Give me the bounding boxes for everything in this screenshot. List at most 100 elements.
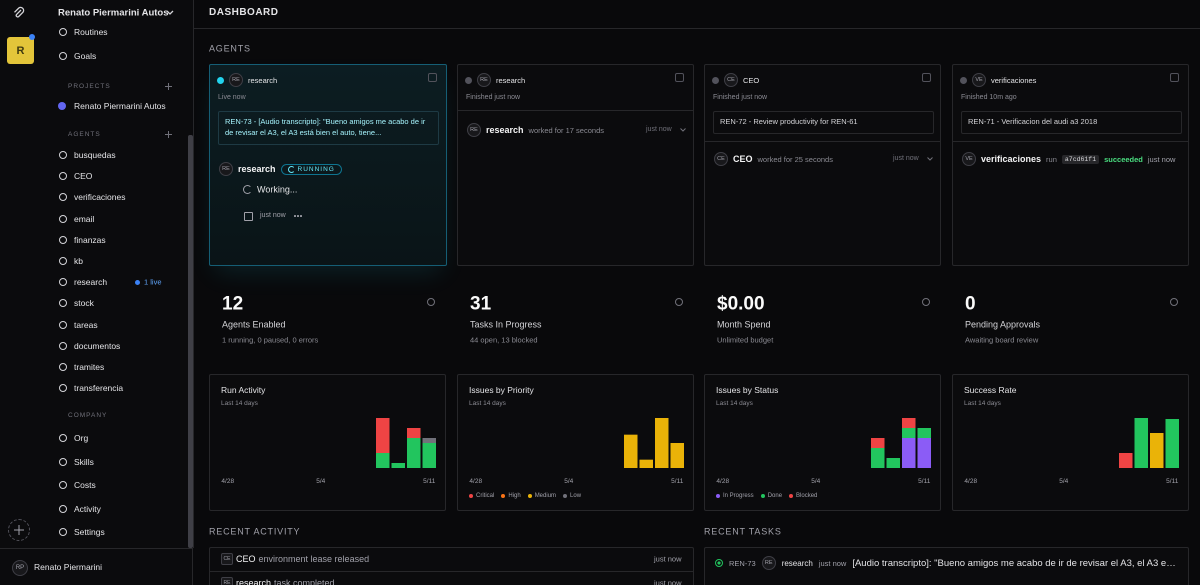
nav-item[interactable]: busquedas [74, 149, 116, 160]
open-link-icon[interactable] [922, 73, 931, 82]
bar [902, 418, 916, 428]
user-avatar[interactable]: RP [12, 560, 28, 576]
page-title: DASHBOARD [209, 7, 279, 18]
expand-icon[interactable] [680, 128, 686, 132]
agent-avatar: RE [229, 73, 243, 87]
attachment-icon[interactable] [12, 6, 26, 20]
run-row: VE verificaciones run a7cd61f1 succeeded just… [962, 152, 1175, 166]
user-bar [0, 548, 193, 585]
nav-item[interactable]: Settings [74, 526, 105, 537]
plus-icon [14, 525, 24, 535]
icon [59, 504, 67, 513]
icon [59, 214, 67, 223]
task-row[interactable]: REN-73 RE research just now [Audio transcrip… [715, 556, 1177, 570]
bar [655, 418, 669, 468]
run-time: just now [260, 211, 286, 219]
nav-item[interactable]: Skills [74, 456, 94, 467]
nav-item[interactable]: finanzas [74, 234, 106, 245]
open-link-icon[interactable] [1170, 73, 1179, 82]
agent-card[interactable]: RE research Live now REN-73 - [Audio transc… [209, 64, 447, 266]
add-button[interactable] [165, 83, 172, 90]
bar [1134, 418, 1148, 468]
icon [59, 434, 67, 442]
legend-item: High [501, 493, 521, 499]
task-status-icon [715, 559, 723, 567]
run-avatar: RE [219, 162, 233, 176]
section-heading: RECENT TASKS [704, 526, 782, 537]
bar [391, 463, 405, 468]
icon [59, 235, 67, 244]
nav-item[interactable]: tareas [74, 319, 98, 330]
activity-avatar: RE [221, 577, 233, 585]
nav-item[interactable]: verificaciones [74, 192, 126, 203]
agent-card[interactable]: CE CEO Finished just now REN-72 - Review pr… [704, 64, 941, 266]
bar [407, 428, 421, 438]
stat-value: $0.00 [717, 293, 765, 315]
activity-actor: CEO [236, 554, 256, 564]
run-avatar: VE [962, 152, 976, 166]
run-avatar: RE [467, 123, 481, 137]
icon-rail [0, 0, 43, 548]
nav-item[interactable]: Routines [74, 26, 108, 37]
agent-header: RE research [477, 73, 525, 87]
scrollbar [188, 135, 193, 548]
copy-icon[interactable] [244, 212, 253, 221]
task-box[interactable]: REN-72 - Review productivity for REN-61 [713, 111, 934, 134]
agent-status: Finished just now [466, 93, 521, 101]
nav-item[interactable]: documentos [74, 340, 121, 351]
nav-item[interactable]: research [74, 277, 108, 288]
expand-icon[interactable] [927, 157, 933, 161]
x-tick-label: 5/4 [811, 478, 820, 485]
open-link-icon[interactable] [675, 73, 684, 82]
activity-row[interactable]: CE CEO environment lease released [221, 553, 369, 565]
add-workspace-button[interactable] [8, 519, 30, 541]
user-name: Renato Piermarini [34, 561, 103, 572]
activity-row[interactable]: RE research task completed [221, 577, 335, 585]
nav-item[interactable]: stock [74, 298, 94, 309]
task-box[interactable]: REN-71 - Verificacion del audi a3 2018 [961, 111, 1182, 134]
legend-swatch [563, 494, 568, 498]
nav-item[interactable]: Renato Piermarini Autos [74, 100, 166, 111]
add-button[interactable] [165, 131, 172, 138]
stat-label: Pending Approvals [965, 319, 1041, 330]
chevron [166, 10, 174, 15]
chevron-icon[interactable] [166, 10, 174, 16]
nav-item[interactable]: Costs [74, 479, 96, 490]
icon [1170, 298, 1178, 306]
nav-item[interactable]: CEO [74, 171, 93, 182]
activity-time: just now [654, 554, 682, 564]
nav-item[interactable]: Org [74, 432, 89, 443]
menu-dot[interactable] [294, 215, 296, 217]
chart-title: Issues by Priority [469, 384, 534, 395]
agent-card[interactable]: RE research Finished just now RE research wor… [457, 64, 694, 266]
workspace-avatar[interactable]: R [7, 37, 34, 64]
nav-item[interactable]: Goals [74, 50, 97, 61]
bar [639, 459, 653, 468]
nav-item[interactable]: email [74, 213, 95, 224]
icon [59, 528, 67, 536]
nav-item[interactable]: tramites [74, 361, 105, 372]
bar-chart: 4/28 5/4 5/11 [964, 418, 1179, 485]
icon [59, 457, 67, 466]
nav-item[interactable]: kb [74, 255, 83, 266]
stat-label: Agents Enabled [222, 319, 286, 330]
task-box[interactable]: REN-73 - [Audio transcripto]: "Bueno ami… [218, 111, 439, 145]
activity-action: task completed [274, 578, 335, 585]
chart-title: Issues by Status [716, 384, 779, 395]
run-agent-name: CEO [733, 154, 753, 164]
bar [624, 434, 638, 468]
nav-item[interactable]: Activity [74, 503, 101, 514]
chevron [927, 157, 933, 161]
workspace-name[interactable]: Renato Piermarini Autos [58, 7, 169, 19]
chart-subtitle: Last 14 days [469, 400, 506, 408]
nav-item[interactable]: transferencia [74, 383, 124, 394]
agent-avatar: RE [477, 73, 491, 87]
open-link-icon[interactable] [428, 73, 437, 82]
bar-chart: 4/28 5/4 5/11 [716, 418, 931, 485]
agent-card[interactable]: VE verificaciones Finished 10m ago REN-71 -… [952, 64, 1189, 266]
chevron [680, 128, 686, 132]
icon [59, 28, 67, 36]
legend-swatch [501, 494, 506, 498]
x-tick-label: 5/11 [918, 478, 931, 485]
bar [407, 438, 421, 468]
